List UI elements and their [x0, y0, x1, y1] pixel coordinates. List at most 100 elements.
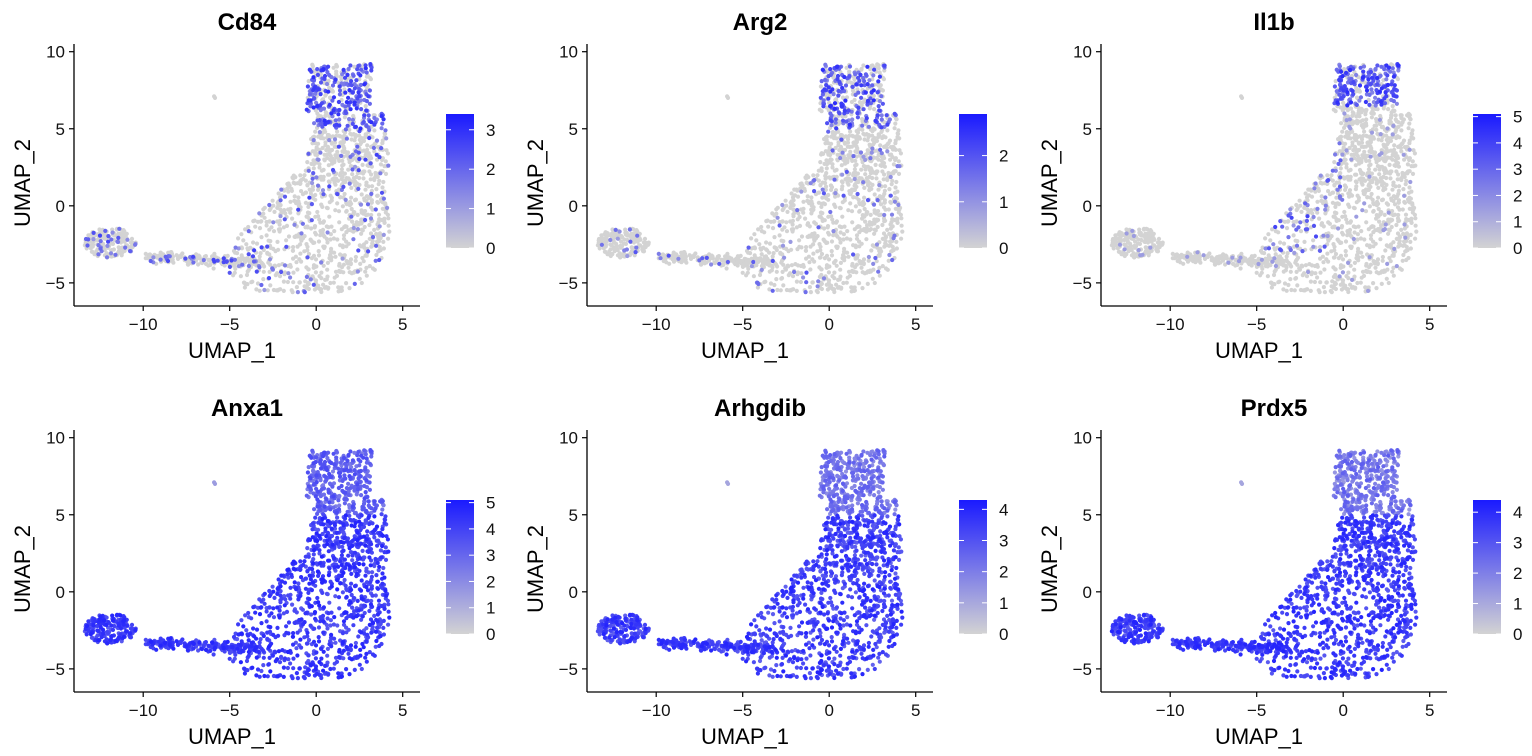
- cell-point: [1402, 243, 1407, 248]
- cell-point: [1374, 216, 1379, 221]
- cell-point: [777, 233, 782, 238]
- cell-point: [339, 153, 344, 158]
- cell-point: [1311, 238, 1316, 243]
- cell-point: [1329, 173, 1334, 178]
- cell-point: [377, 224, 382, 229]
- cell-point: [316, 249, 321, 254]
- cell-point: [304, 274, 309, 279]
- cell-point: [887, 187, 892, 192]
- cell-point: [865, 64, 870, 69]
- cell-point: [297, 257, 302, 262]
- cell-point: [334, 69, 339, 74]
- cell-point: [846, 182, 851, 187]
- cell-point: [774, 269, 779, 274]
- cell-point: [865, 281, 870, 286]
- cell-point: [768, 281, 774, 286]
- cell-point: [811, 173, 816, 178]
- cell-point: [1125, 239, 1130, 244]
- cell-point: [322, 73, 328, 79]
- cell-point: [863, 90, 868, 95]
- cell-point: [303, 190, 309, 195]
- cell-point: [282, 263, 288, 268]
- cell-point: [291, 280, 296, 285]
- cell-point: [251, 240, 256, 245]
- cell-point: [1405, 162, 1410, 167]
- cell-point: [91, 237, 96, 242]
- cell-point: [258, 251, 263, 256]
- cell-point: [829, 239, 835, 244]
- cell-point: [857, 224, 862, 229]
- cell-point: [311, 75, 316, 80]
- cell-point: [196, 262, 201, 267]
- cell-point: [1352, 267, 1357, 272]
- cell-point: [757, 272, 763, 278]
- cell-point: [305, 225, 310, 230]
- cell-point: [1390, 104, 1395, 109]
- cell-point: [348, 257, 354, 262]
- cell-point: [383, 159, 388, 164]
- cell-point: [128, 240, 133, 245]
- cell-point: [1391, 152, 1396, 158]
- cell-point: [1386, 192, 1391, 197]
- cell-point: [801, 275, 806, 280]
- cell-point: [824, 265, 829, 270]
- cell-point: [767, 241, 773, 246]
- cell-point: [305, 244, 310, 249]
- cell-point: [879, 113, 884, 118]
- cell-point: [1409, 220, 1414, 225]
- y-tick-label: 5: [56, 120, 65, 139]
- cell-point: [158, 250, 163, 255]
- cell-point: [290, 216, 295, 221]
- cell-point: [1394, 119, 1399, 124]
- cell-point: [1379, 125, 1384, 130]
- cell-point: [252, 248, 257, 253]
- cell-point: [286, 234, 292, 239]
- cell-point: [285, 279, 290, 285]
- cell-point: [851, 134, 856, 139]
- cell-point: [338, 252, 343, 257]
- cell-point: [252, 218, 257, 223]
- cell-point: [1346, 270, 1351, 275]
- cell-point: [344, 208, 349, 214]
- cell-point: [363, 104, 368, 109]
- cell-point: [746, 245, 751, 250]
- cell-point: [875, 90, 880, 95]
- cell-point: [374, 187, 379, 192]
- cell-point: [327, 200, 332, 205]
- cell-point: [893, 121, 898, 126]
- cell-point: [350, 172, 355, 177]
- cell-point: [1318, 270, 1323, 275]
- cell-point: [780, 219, 785, 224]
- cell-point: [799, 189, 804, 194]
- cell-point: [350, 167, 355, 172]
- cell-point: [298, 173, 303, 178]
- cell-point: [341, 134, 347, 139]
- cell-point: [894, 179, 899, 185]
- cell-point: [844, 169, 849, 174]
- cell-point: [806, 254, 812, 259]
- cell-point: [859, 167, 864, 172]
- cell-point: [825, 149, 831, 154]
- cell-point: [850, 220, 855, 225]
- cell-point: [1343, 239, 1349, 244]
- cell-point: [899, 236, 904, 241]
- cell-point: [1319, 194, 1324, 199]
- cell-point: [721, 262, 726, 267]
- cell-point: [866, 124, 872, 129]
- cell-point: [840, 214, 845, 219]
- cell-point: [318, 80, 324, 85]
- cell-point: [838, 260, 844, 265]
- cell-point: [309, 161, 314, 166]
- cell-point: [853, 204, 859, 209]
- cell-point: [1397, 184, 1402, 189]
- cell-point: [267, 227, 272, 232]
- cell-point: [352, 281, 357, 286]
- cell-point: [369, 156, 374, 161]
- cell-point: [370, 207, 375, 212]
- cell-point: [859, 95, 864, 100]
- cell-point: [854, 134, 860, 139]
- cell-point: [1375, 262, 1380, 267]
- cell-point: [820, 187, 825, 192]
- cell-point: [774, 277, 779, 282]
- cell-point: [221, 256, 226, 261]
